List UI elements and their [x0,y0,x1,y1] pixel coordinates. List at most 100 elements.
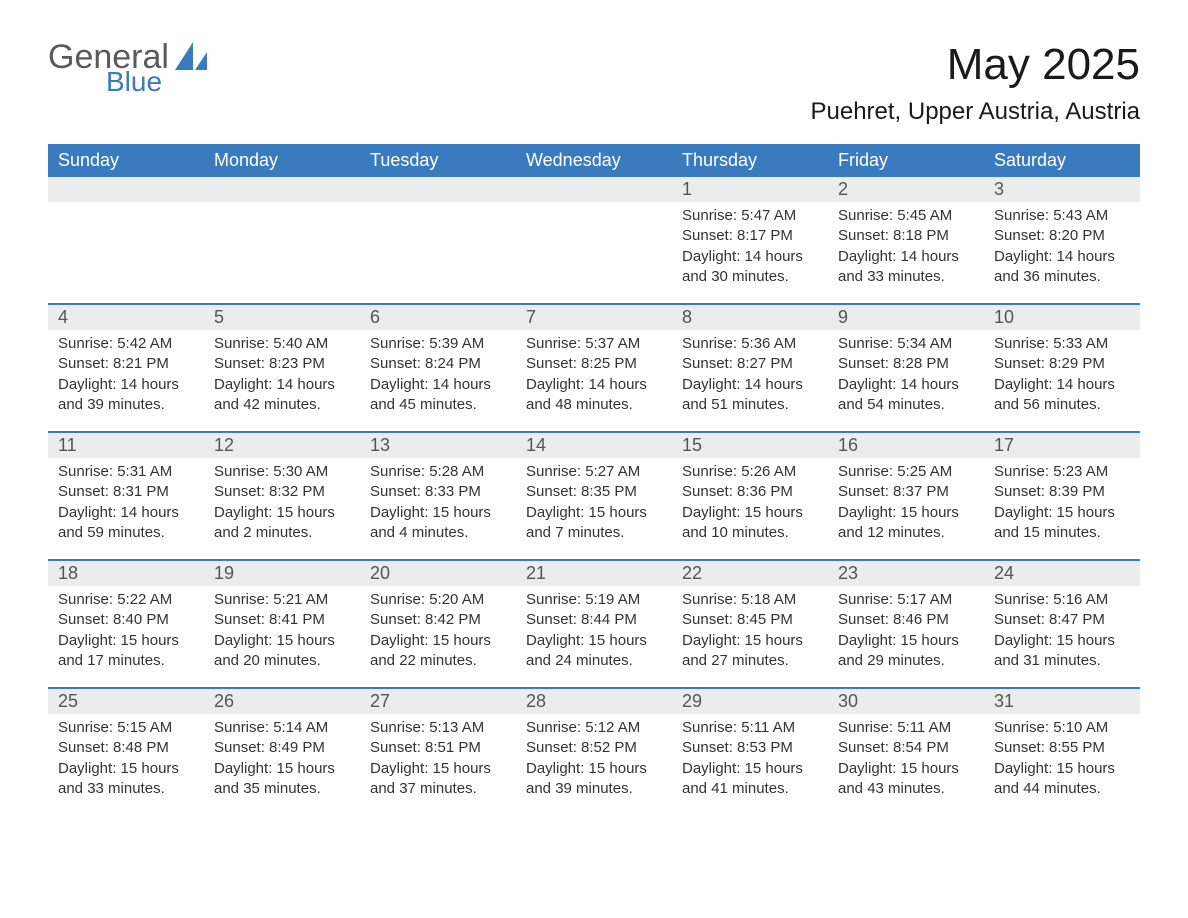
day-sunrise: Sunrise: 5:45 AM [838,206,974,226]
day-number-band: 16 [828,433,984,458]
day-number-band: 12 [204,433,360,458]
day-number: 4 [58,307,68,327]
day-cell: 1Sunrise: 5:47 AMSunset: 8:17 PMDaylight… [672,177,828,303]
day-cell: 2Sunrise: 5:45 AMSunset: 8:18 PMDaylight… [828,177,984,303]
day-sunset: Sunset: 8:47 PM [994,610,1130,630]
week-row: 1Sunrise: 5:47 AMSunset: 8:17 PMDaylight… [48,177,1140,303]
day-body: Sunrise: 5:43 AMSunset: 8:20 PMDaylight:… [984,202,1140,295]
day-body: Sunrise: 5:10 AMSunset: 8:55 PMDaylight:… [984,714,1140,807]
day-sunrise: Sunrise: 5:40 AM [214,334,350,354]
day-day2: and 10 minutes. [682,523,818,543]
day-sunrise: Sunrise: 5:27 AM [526,462,662,482]
day-day2: and 30 minutes. [682,267,818,287]
day-sunrise: Sunrise: 5:19 AM [526,590,662,610]
day-cell: 9Sunrise: 5:34 AMSunset: 8:28 PMDaylight… [828,305,984,431]
day-number-band: 22 [672,561,828,586]
day-cell [516,177,672,303]
day-day1: Daylight: 15 hours [370,503,506,523]
dow-saturday: Saturday [984,144,1140,177]
day-cell: 13Sunrise: 5:28 AMSunset: 8:33 PMDayligh… [360,433,516,559]
day-sunrise: Sunrise: 5:31 AM [58,462,194,482]
day-cell: 15Sunrise: 5:26 AMSunset: 8:36 PMDayligh… [672,433,828,559]
day-number: 16 [838,435,858,455]
day-body: Sunrise: 5:18 AMSunset: 8:45 PMDaylight:… [672,586,828,679]
day-sunrise: Sunrise: 5:37 AM [526,334,662,354]
day-number-band: 3 [984,177,1140,202]
day-body: Sunrise: 5:40 AMSunset: 8:23 PMDaylight:… [204,330,360,423]
day-sunset: Sunset: 8:20 PM [994,226,1130,246]
day-cell: 31 Sunrise: 5:10 AMSunset: 8:55 PMDayligh… [984,689,1140,815]
day-body: Sunrise: 5:31 AMSunset: 8:31 PMDaylight:… [48,458,204,551]
day-day2: and 27 minutes. [682,651,818,671]
day-day1: Daylight: 15 hours [214,631,350,651]
logo-text: General Blue [48,40,169,96]
day-cell: 24Sunrise: 5:16 AMSunset: 8:47 PMDayligh… [984,561,1140,687]
day-cell: 14Sunrise: 5:27 AMSunset: 8:35 PMDayligh… [516,433,672,559]
day-number: 12 [214,435,234,455]
day-body: Sunrise: 5:22 AMSunset: 8:40 PMDaylight:… [48,586,204,679]
day-day1: Daylight: 15 hours [838,631,974,651]
day-body: Sunrise: 5:39 AMSunset: 8:24 PMDaylight:… [360,330,516,423]
day-number-band: 6 [360,305,516,330]
day-number-band: 11 [48,433,204,458]
dow-thursday: Thursday [672,144,828,177]
day-sunset: Sunset: 8:54 PM [838,738,974,758]
day-sunrise: Sunrise: 5:11 AM [682,718,818,738]
day-body: Sunrise: 5:11 AMSunset: 8:53 PMDaylight:… [672,714,828,807]
day-sunset: Sunset: 8:31 PM [58,482,194,502]
day-day2: and 17 minutes. [58,651,194,671]
day-number-band: 18 [48,561,204,586]
day-body [516,202,672,214]
day-number: 8 [682,307,692,327]
day-sunrise: Sunrise: 5:42 AM [58,334,194,354]
day-day2: and 33 minutes. [838,267,974,287]
day-number-band: 15 [672,433,828,458]
day-number: 31 [994,691,1014,711]
day-cell: 28Sunrise: 5:12 AMSunset: 8:52 PMDayligh… [516,689,672,815]
day-sunrise: Sunrise: 5:36 AM [682,334,818,354]
day-body: Sunrise: 5:28 AMSunset: 8:33 PMDaylight:… [360,458,516,551]
day-number: 21 [526,563,546,583]
day-number: 27 [370,691,390,711]
day-day1: Daylight: 14 hours [682,247,818,267]
day-cell: 18 Sunrise: 5:22 AMSunset: 8:40 PMDayligh… [48,561,204,687]
day-day1: Daylight: 15 hours [526,503,662,523]
day-sunrise: Sunrise: 5:20 AM [370,590,506,610]
day-cell [48,177,204,303]
calendar: Sunday Monday Tuesday Wednesday Thursday… [48,144,1140,815]
day-body: Sunrise: 5:47 AMSunset: 8:17 PMDaylight:… [672,202,828,295]
month-title: May 2025 [810,40,1140,90]
day-body: Sunrise: 5:11 AMSunset: 8:54 PMDaylight:… [828,714,984,807]
week-row: 25Sunrise: 5:15 AMSunset: 8:48 PMDayligh… [48,687,1140,815]
day-sunset: Sunset: 8:53 PM [682,738,818,758]
day-cell: 21Sunrise: 5:19 AMSunset: 8:44 PMDayligh… [516,561,672,687]
day-day1: Daylight: 15 hours [994,759,1130,779]
day-sunrise: Sunrise: 5:33 AM [994,334,1130,354]
day-cell: 10Sunrise: 5:33 AMSunset: 8:29 PMDayligh… [984,305,1140,431]
day-sunset: Sunset: 8:49 PM [214,738,350,758]
day-day1: Daylight: 14 hours [838,375,974,395]
day-sunset: Sunset: 8:51 PM [370,738,506,758]
day-number: 28 [526,691,546,711]
day-sunrise: Sunrise: 5:18 AM [682,590,818,610]
day-day1: Daylight: 15 hours [370,759,506,779]
day-number-band: 4 [48,305,204,330]
day-day2: and 4 minutes. [370,523,506,543]
day-body: Sunrise: 5:36 AMSunset: 8:27 PMDaylight:… [672,330,828,423]
day-number: 20 [370,563,390,583]
day-day1: Daylight: 14 hours [994,375,1130,395]
day-body: Sunrise: 5:34 AMSunset: 8:28 PMDaylight:… [828,330,984,423]
day-sunrise: Sunrise: 5:13 AM [370,718,506,738]
day-number: 30 [838,691,858,711]
day-sunset: Sunset: 8:52 PM [526,738,662,758]
day-sunrise: Sunrise: 5:21 AM [214,590,350,610]
day-number: 25 [58,691,78,711]
day-number-band: 2 [828,177,984,202]
day-sunset: Sunset: 8:46 PM [838,610,974,630]
day-day2: and 41 minutes. [682,779,818,799]
day-sunset: Sunset: 8:29 PM [994,354,1130,374]
day-day1: Daylight: 15 hours [526,631,662,651]
day-body: Sunrise: 5:30 AMSunset: 8:32 PMDaylight:… [204,458,360,551]
day-number: 18 [58,563,78,583]
day-sunset: Sunset: 8:23 PM [214,354,350,374]
